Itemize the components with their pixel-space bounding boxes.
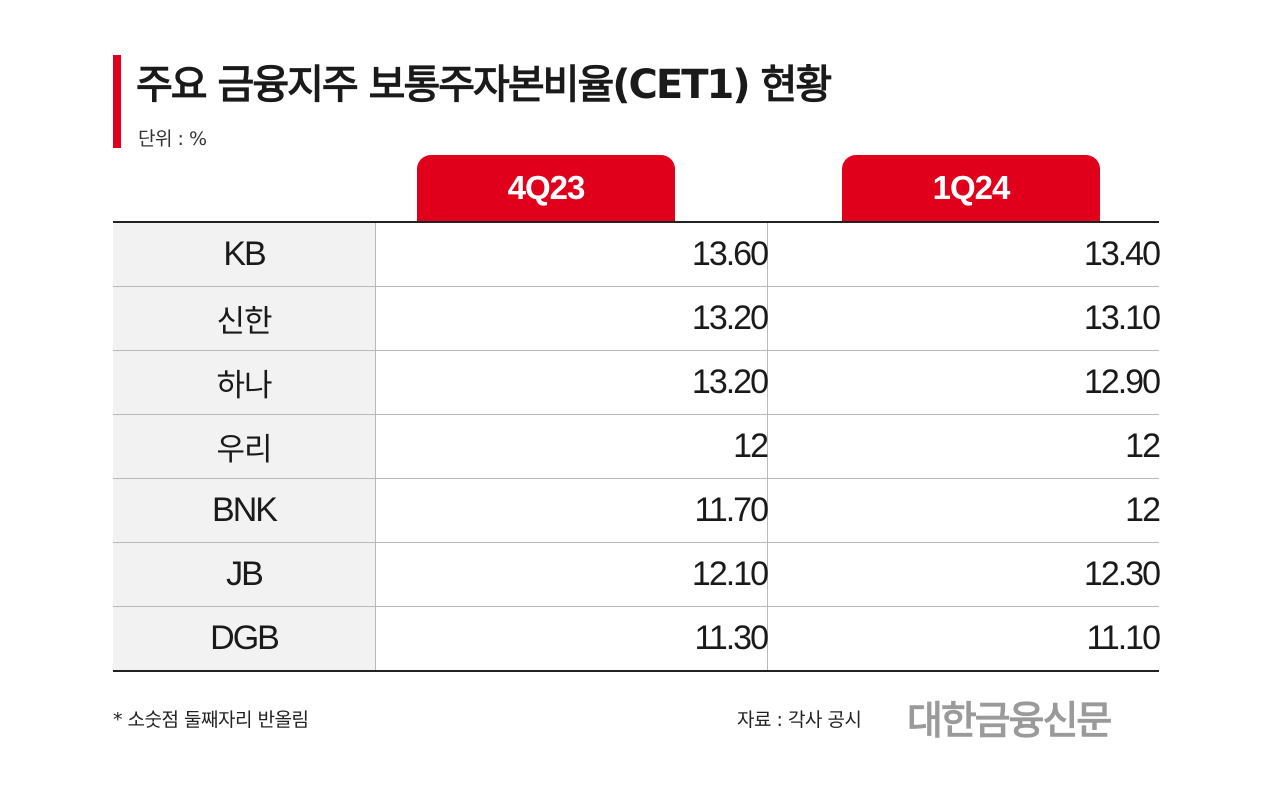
footnote: * 소숫점 둘째자리 반올림 xyxy=(113,709,309,731)
cell-value-1q24: 13.40 xyxy=(767,222,1161,287)
column-header-4q23: 4Q23 xyxy=(417,155,675,221)
cell-value-4q23: 11.70 xyxy=(375,478,769,543)
row-label: DGB xyxy=(113,606,376,671)
row-label: 우리 xyxy=(113,414,376,479)
table-row: BNK 11.70 12 xyxy=(113,478,1161,543)
row-label: KB xyxy=(113,222,376,287)
table-row: JB 12.10 12.30 xyxy=(113,542,1161,607)
column-header-1q24: 1Q24 xyxy=(842,155,1100,221)
cell-value-4q23: 12 xyxy=(375,414,769,479)
cell-value-4q23: 12.10 xyxy=(375,542,769,607)
cell-value-1q24: 11.10 xyxy=(1086,619,1161,657)
cell-value-1q24: 12 xyxy=(767,478,1161,543)
row-label: 신한 xyxy=(113,286,376,351)
source-label: 자료 : 각사 공시 xyxy=(737,709,862,731)
table-row: 우리 12 12 xyxy=(113,414,1161,479)
row-label: BNK xyxy=(113,478,376,543)
table-row: KB 13.60 13.40 xyxy=(113,222,1161,287)
cell-value-1q24: 12.30 xyxy=(767,542,1161,607)
table-row: DGB 11.30 11.10 xyxy=(113,606,1161,671)
table-row: 하나 13.20 12.90 xyxy=(113,350,1161,415)
table-row: 신한 13.20 13.10 xyxy=(113,286,1161,351)
cet1-table: KB 13.60 13.40 신한 13.20 13.10 하나 13.20 1… xyxy=(113,221,1161,672)
cell-value-1q24: 12 xyxy=(767,414,1161,479)
row-label: JB xyxy=(113,542,376,607)
cell-value-4q23: 13.20 xyxy=(375,286,769,351)
cell-value-4q23: 11.30 xyxy=(375,606,769,671)
brand-logo: 대한금융신문 xyxy=(907,699,1112,744)
cell-value-4q23: 13.20 xyxy=(375,350,769,415)
cell-value-1q24: 13.10 xyxy=(767,286,1161,351)
cell-value-1q24: 12.90 xyxy=(767,350,1161,415)
title-accent-bar xyxy=(113,55,121,148)
chart-title: 주요 금융지주 보통주자본비율(CET1) 현황 xyxy=(136,62,832,108)
cell-value-4q23: 13.60 xyxy=(375,222,769,287)
unit-label: 단위 : % xyxy=(138,128,207,150)
row-label: 하나 xyxy=(113,350,376,415)
